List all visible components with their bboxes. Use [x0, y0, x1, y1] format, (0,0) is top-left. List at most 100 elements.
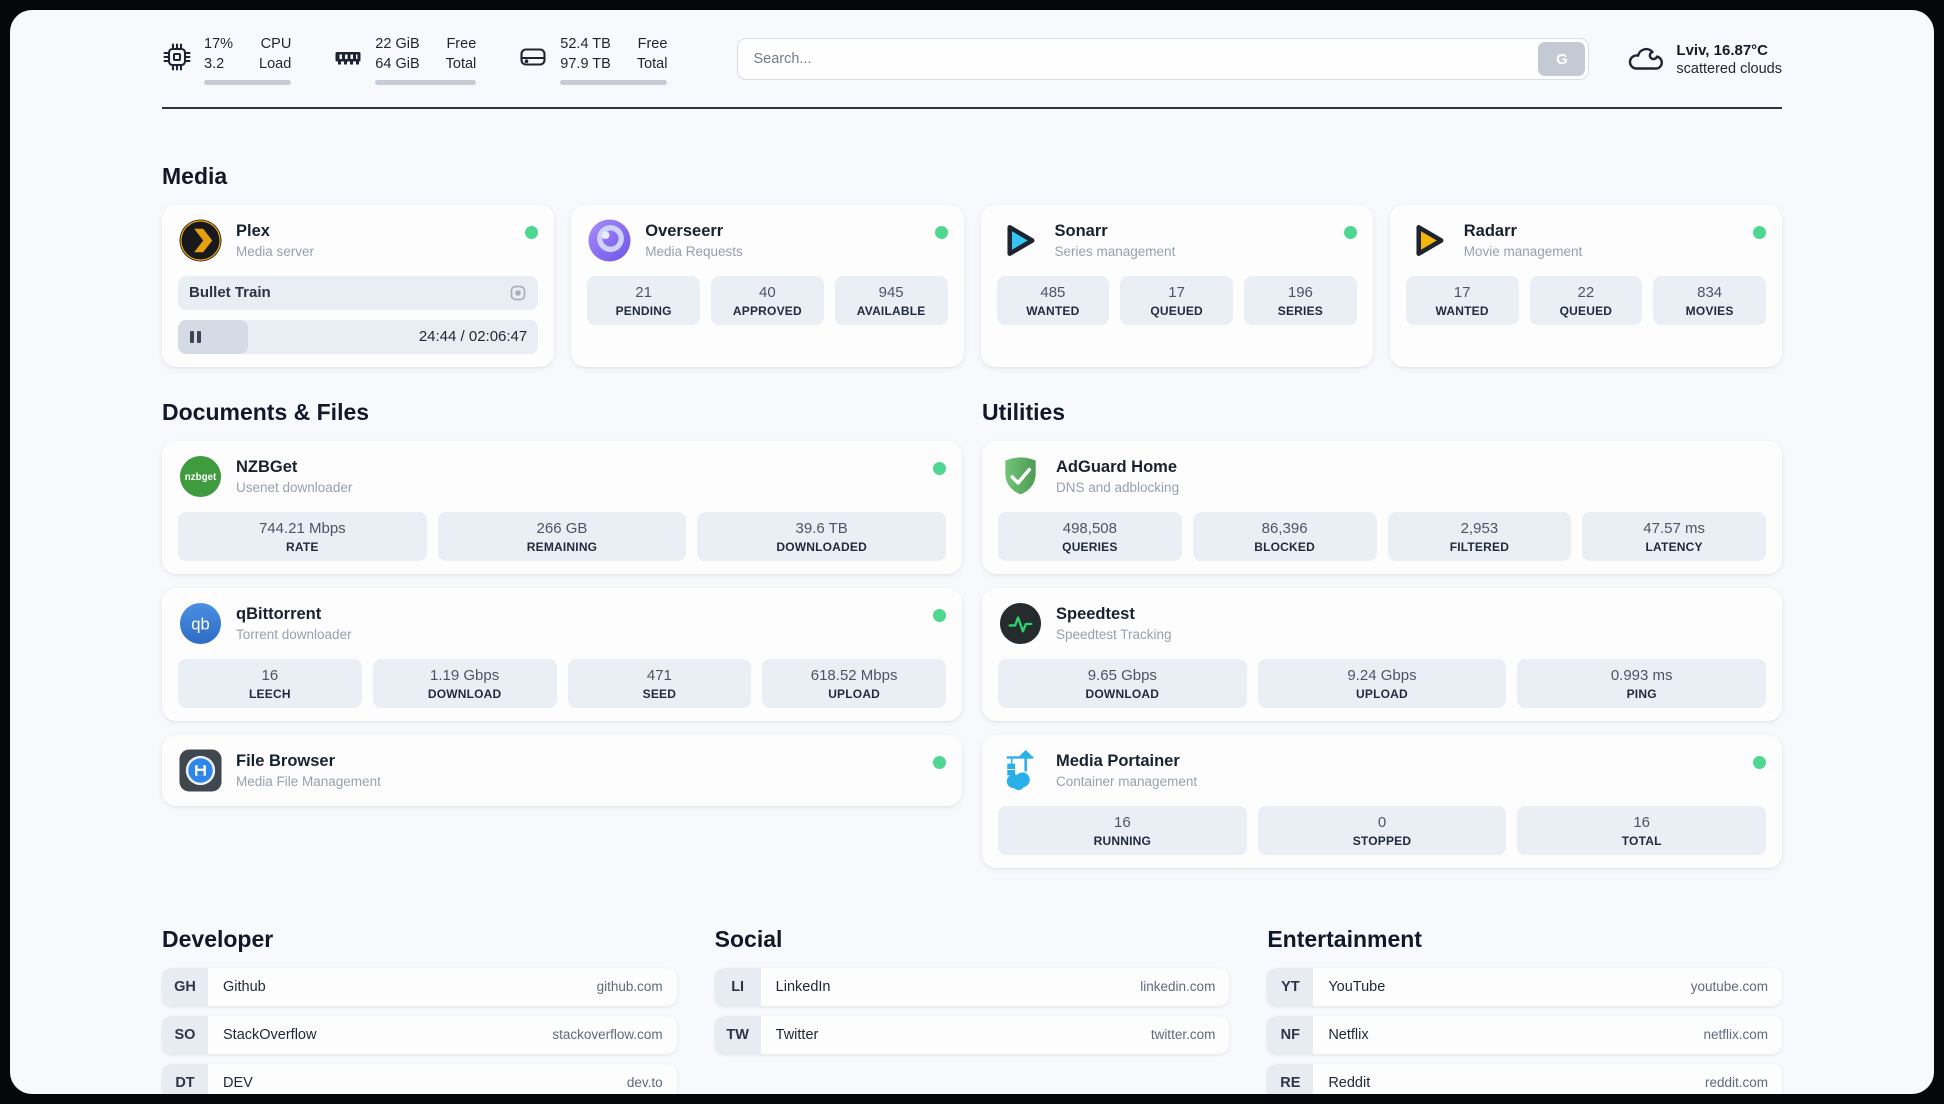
bookmark-list: GH Github github.com SO StackOverflow st…	[162, 967, 677, 1094]
stat-label: RUNNING	[1093, 833, 1152, 848]
disk-free-label: Free	[637, 36, 668, 52]
app-name: File Browser	[236, 752, 336, 771]
search-engine-button[interactable]: G	[1538, 42, 1586, 77]
stats-row: 21 PENDING 40 APPROVED 945 AVAILABLE	[587, 275, 948, 325]
stats-row: 744.21 Mbps RATE 266 GB REMAINING	[178, 511, 946, 561]
app-card-filebrowser[interactable]: File Browser Media File Management	[162, 734, 962, 806]
playback-progress-row: 24:44 / 02:06:47	[178, 319, 539, 354]
header-divider	[162, 106, 1782, 109]
stats-row: 498,508 QUERIES 86,396 BLOCKED	[998, 511, 1766, 561]
stat-box: 86,396 BLOCKED	[1192, 511, 1377, 561]
bookmark-link[interactable]: DT DEV dev.to	[162, 1063, 677, 1094]
bookmark-url: twitter.com	[1150, 1027, 1216, 1043]
svg-text:nzbget: nzbget	[185, 472, 217, 483]
stat-value: 39.6 TB	[795, 519, 848, 537]
app-card-qbittorrent[interactable]: qb qBittorrent Torrent downloader	[162, 587, 962, 721]
stat-box: 22 QUEUED	[1529, 275, 1643, 325]
stat-label: SERIES	[1277, 303, 1323, 318]
stat-label: REMAINING	[526, 539, 598, 554]
bookmark-list: YT YouTube youtube.com NF Netflix netfli…	[1267, 967, 1782, 1094]
stat-label: UPLOAD	[1356, 686, 1408, 701]
bookmark-abbr-badge: GH	[162, 967, 208, 1006]
bookmark-link[interactable]: GH Github github.com	[162, 967, 677, 1006]
stat-value: 17	[1453, 283, 1471, 301]
section-title-social: Social	[714, 925, 783, 952]
app-subtitle: Container management	[1056, 773, 1198, 789]
stat-box: 0.993 ms PING	[1517, 658, 1766, 708]
stat-box: 9.24 Gbps UPLOAD	[1257, 658, 1507, 708]
search-input[interactable]	[741, 51, 1539, 68]
speedtest-icon	[998, 601, 1043, 646]
stat-label: MOVIES	[1685, 303, 1734, 318]
stat-value: 1.19 Gbps	[430, 666, 500, 684]
stat-value: 21	[635, 283, 652, 301]
section-title-documents: Documents & Files	[162, 398, 370, 425]
stat-label: SEED	[642, 686, 677, 701]
stat-box: 196 SERIES	[1244, 275, 1357, 325]
bookmark-name: Twitter	[775, 1026, 819, 1043]
app-card-speedtest[interactable]: Speedtest Speedtest Tracking 9.65 Gbps D…	[982, 587, 1782, 721]
bookmark-abbr-badge: LI	[714, 967, 761, 1006]
stat-box: 47.57 ms LATENCY	[1582, 511, 1766, 561]
app-subtitle: Media Requests	[645, 243, 743, 259]
section-title-utilities: Utilities	[982, 398, 1066, 425]
app-card-nzbget[interactable]: nzbget NZBGet Usenet downloader	[162, 440, 962, 574]
bookmark-abbr-badge: SO	[162, 1015, 208, 1054]
stat-value: 22	[1577, 283, 1595, 301]
weather-location: Lviv, 16.87°C	[1676, 41, 1769, 59]
cpu-load-value: 3.2	[204, 56, 225, 73]
pause-button[interactable]	[190, 330, 201, 343]
stat-label: STOPPED	[1352, 833, 1412, 848]
weather-widget: Lviv, 16.87°C scattered clouds	[1625, 40, 1782, 78]
app-card-portainer[interactable]: Media Portainer Container management 16 …	[982, 734, 1782, 868]
status-dot-online	[1343, 225, 1357, 239]
stats-row: 485 WANTED 17 QUEUED 196 SERIES	[996, 275, 1357, 325]
now-playing-title: Bullet Train	[189, 284, 271, 302]
app-name: NZBGet	[236, 458, 298, 477]
stat-value: 471	[646, 666, 672, 684]
documents-column: Documents & Files nzbget NZBGet Usenet d…	[162, 399, 962, 868]
bookmark-link[interactable]: NF Netflix netflix.com	[1267, 1015, 1782, 1054]
bookmark-url: dev.to	[626, 1075, 663, 1091]
stat-value: 834	[1697, 283, 1723, 301]
app-name: Plex	[236, 222, 270, 241]
bookmark-abbr-badge: NF	[1267, 1015, 1314, 1054]
bookmark-group-social: Social LI LinkedIn linkedin.com TW Twitt…	[714, 925, 1230, 1094]
sonarr-icon	[997, 218, 1042, 263]
app-name: AdGuard Home	[1056, 458, 1178, 477]
cpu-usage-value: 17%	[204, 36, 234, 52]
stat-box: 0 STOPPED	[1257, 805, 1507, 855]
app-card-radarr[interactable]: Radarr Movie management 17 WANTED 22	[1389, 204, 1782, 367]
bookmark-name: Github	[223, 978, 266, 995]
memory-free-label: Free	[446, 36, 477, 52]
app-card-plex[interactable]: Plex Media server Bullet Train	[162, 204, 555, 367]
app-card-overseerr[interactable]: Overseerr Media Requests 21 PENDING	[571, 204, 964, 367]
bookmark-link[interactable]: LI LinkedIn linkedin.com	[714, 967, 1230, 1006]
app-name: Overseerr	[645, 222, 724, 241]
disk-total-label: Total	[636, 56, 668, 73]
stat-box: 834 MOVIES	[1653, 275, 1766, 325]
bookmark-name: StackOverflow	[223, 1026, 317, 1043]
bookmark-link[interactable]: TW Twitter twitter.com	[714, 1015, 1230, 1054]
bookmark-url: netflix.com	[1703, 1027, 1768, 1043]
bookmark-link[interactable]: SO StackOverflow stackoverflow.com	[162, 1015, 677, 1054]
bookmark-name: YouTube	[1328, 978, 1386, 995]
stat-box: 618.52 Mbps UPLOAD	[762, 658, 946, 708]
app-name: qBittorrent	[236, 605, 322, 624]
portainer-icon	[998, 748, 1043, 793]
media-card-grid: Plex Media server Bullet Train	[162, 204, 1782, 367]
bookmark-link[interactable]: RE Reddit reddit.com	[1267, 1063, 1782, 1094]
status-dot-online	[1753, 755, 1766, 769]
app-card-sonarr[interactable]: Sonarr Series management 485 WANTED	[980, 204, 1373, 367]
stat-box: 498,508 QUERIES	[998, 511, 1182, 561]
stat-box: 39.6 TB DOWNLOADED	[697, 511, 946, 561]
stat-box: 1.19 Gbps DOWNLOAD	[372, 658, 557, 708]
disk-free-value: 52.4 TB	[560, 36, 611, 52]
bookmark-link[interactable]: YT YouTube youtube.com	[1267, 967, 1782, 1006]
stat-label: LEECH	[249, 686, 291, 701]
stat-value: 485	[1040, 283, 1066, 301]
app-subtitle: Torrent downloader	[236, 626, 352, 642]
session-button[interactable]	[509, 284, 527, 302]
app-card-adguard[interactable]: AdGuard Home DNS and adblocking 498,508 …	[982, 440, 1782, 574]
radarr-icon	[1406, 218, 1451, 263]
